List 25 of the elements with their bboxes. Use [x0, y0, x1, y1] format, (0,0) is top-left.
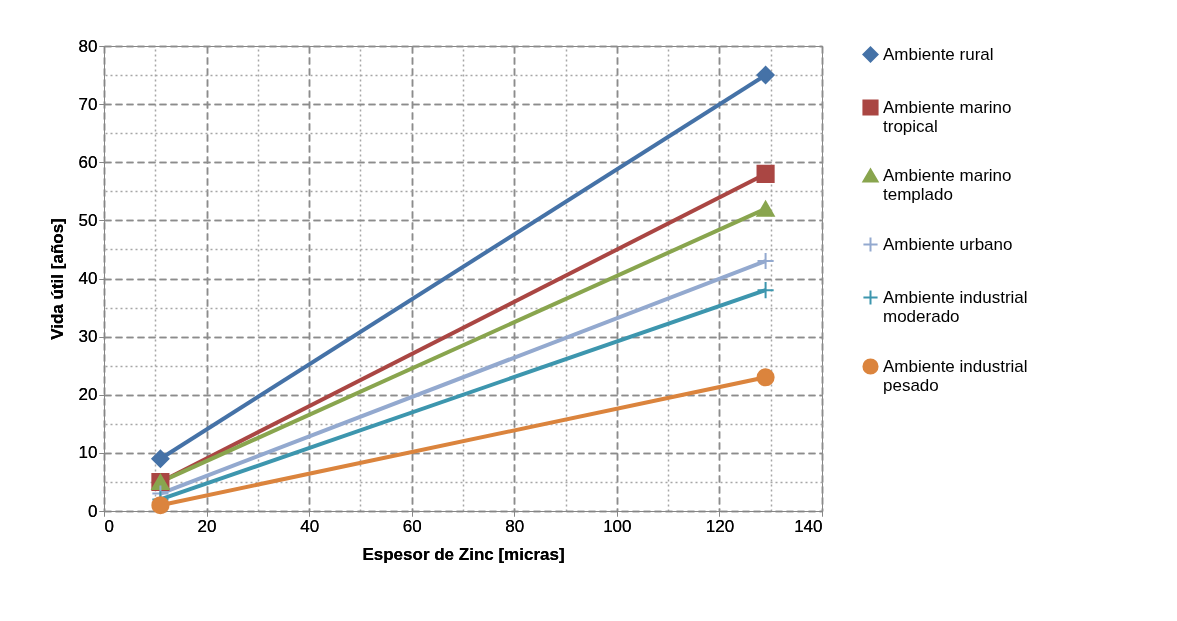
y-tick-label: 80 — [78, 36, 98, 56]
y-tick-label: 40 — [78, 269, 98, 288]
legend-label: Ambiente industrial pesado — [883, 356, 1028, 395]
y-tick-label: 10 — [78, 443, 98, 463]
x-axis-title: Espesor de Zinc [micras] — [362, 544, 565, 564]
x-tick-label: 140 — [794, 516, 823, 536]
x-tick-label: 120 — [705, 516, 735, 536]
x-tick-label: 20 — [197, 516, 217, 536]
y-tick-label: 60 — [78, 152, 98, 172]
y-tick-label: 50 — [78, 210, 98, 230]
x-tick-label: 80 — [505, 516, 525, 536]
legend-label: Ambiente marino templado — [883, 165, 1012, 204]
x-tick-label: 60 — [402, 516, 422, 536]
x-tick-label: 0 — [104, 516, 114, 536]
y-tick-label: 30 — [78, 327, 98, 347]
y-tick-label: 70 — [78, 94, 98, 114]
y-axis-title: Vida útil [años] — [47, 218, 67, 340]
legend-label: Ambiente urbano — [883, 234, 1013, 254]
x-tick-label: 40 — [300, 516, 320, 536]
y-tick-label: 20 — [78, 385, 98, 405]
x-tick-label: 100 — [603, 516, 632, 536]
legend-label: Ambiente industrial moderado — [883, 287, 1028, 326]
y-tick-label: 0 — [88, 501, 98, 521]
legend-label: Ambiente rural — [883, 44, 994, 64]
legend-label: Ambiente marino tropical — [883, 97, 1012, 136]
